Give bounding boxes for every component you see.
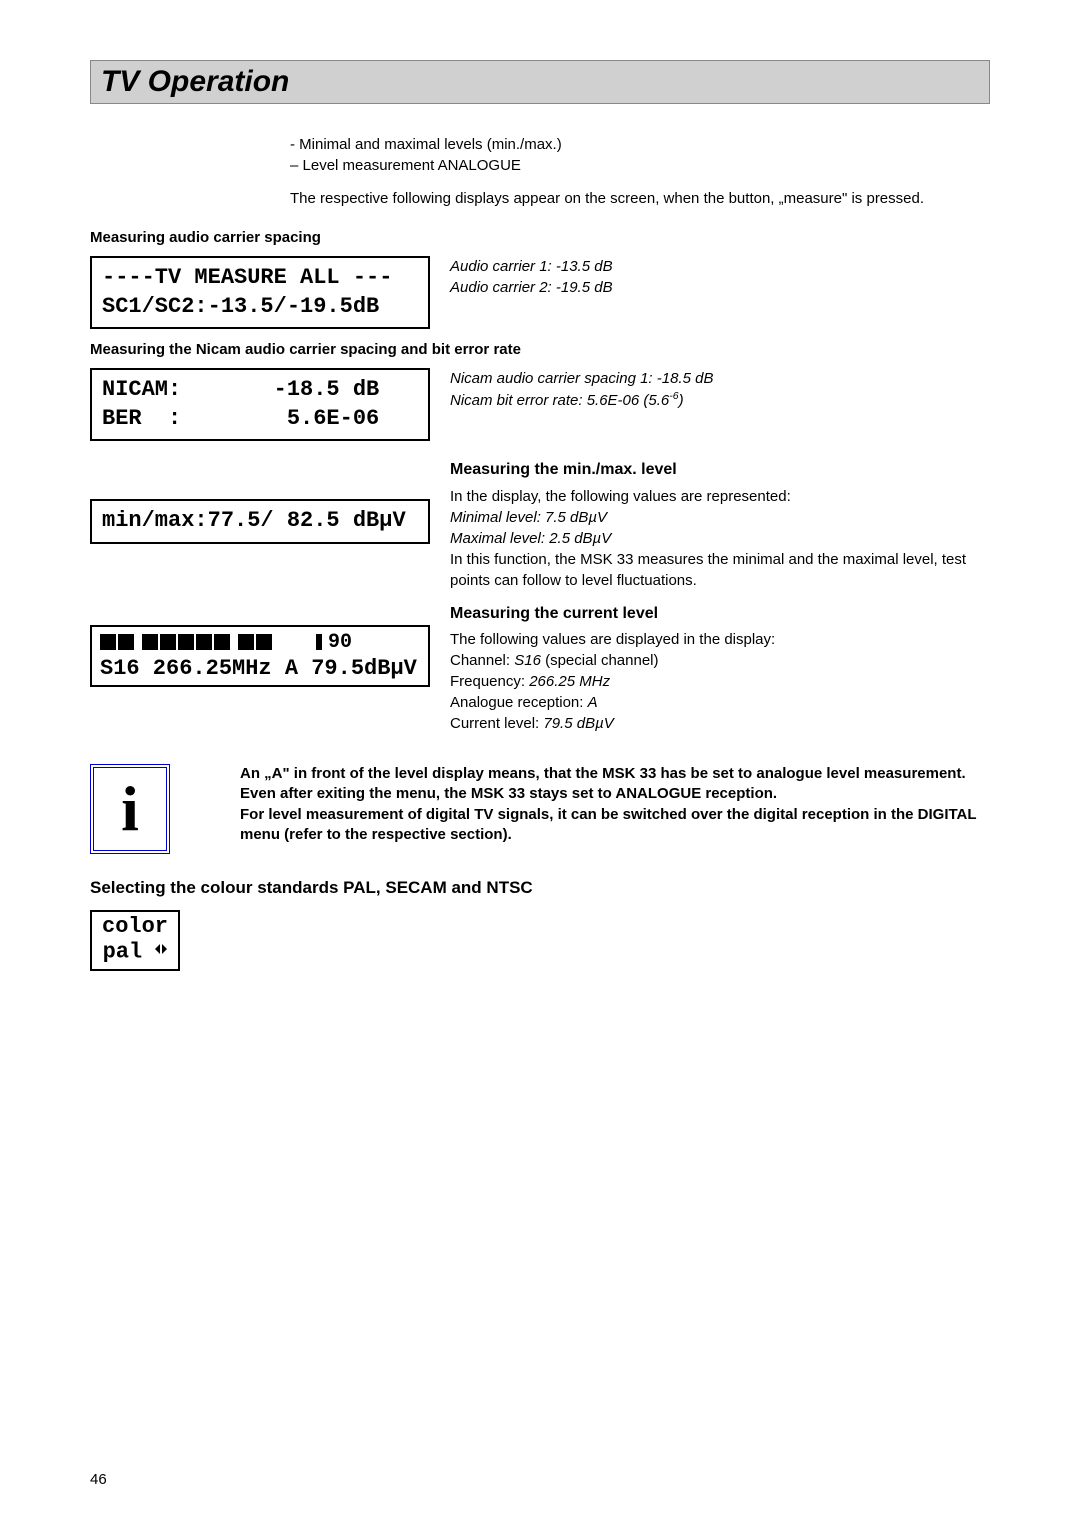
bar-segment	[256, 634, 272, 650]
current-l1b: S16	[514, 652, 541, 669]
minmax-row: min/max:77.5/ 82.5 dBµV Measuring the mi…	[90, 459, 990, 590]
current-row: 90 S16 266.25MHz A 79.5dBµV Measuring th…	[90, 603, 990, 734]
colour-heading: Selecting the colour standards PAL, SECA…	[90, 878, 990, 898]
current-intro: The following values are displayed in th…	[450, 629, 775, 650]
page-number: 46	[90, 1471, 107, 1488]
minmax-min: Minimal level: 7.5 dBµV	[450, 507, 990, 528]
ac-side-line2: Audio carrier 2: -19.5 dB	[450, 277, 613, 298]
minmax-display-line: min/max:77.5/ 82.5 dBµV	[102, 508, 406, 533]
ac-display-line2: SC1/SC2:-13.5/-19.5dB	[102, 294, 379, 319]
bar-segment	[178, 634, 194, 650]
current-l3: Analogue reception: A	[450, 692, 775, 713]
audio-carrier-row: ----TV MEASURE ALL --- SC1/SC2:-13.5/-19…	[90, 256, 990, 329]
current-heading: Measuring the current level	[450, 603, 775, 625]
minmax-max: Maximal level: 2.5 dBµV	[450, 528, 990, 549]
bar-segment	[118, 634, 134, 650]
minmax-desc: In this function, the MSK 33 measures th…	[450, 549, 990, 591]
current-l2a: Frequency:	[450, 673, 529, 690]
colour-line1: color	[102, 914, 168, 939]
minmax-heading: Measuring the min./max. level	[450, 459, 990, 481]
minmax-intro: In the display, the following values are…	[450, 486, 990, 507]
bar-segment	[196, 634, 212, 650]
colour-display: color pal	[90, 910, 180, 971]
current-l1c: (special channel)	[541, 652, 659, 669]
current-l1: Channel: S16 (special channel)	[450, 650, 775, 671]
left-right-arrow-icon	[155, 939, 167, 964]
bar-value-label: 90	[328, 631, 352, 654]
nicam-ber-suffix: )	[679, 392, 684, 409]
bar-partial-segment	[316, 634, 322, 650]
nicam-heading: Measuring the Nicam audio carrier spacin…	[90, 341, 990, 358]
bar-segment	[238, 634, 254, 650]
minmax-side: Measuring the min./max. level In the dis…	[450, 459, 990, 590]
nicam-side-line1: Nicam audio carrier spacing 1: -18.5 dB	[450, 368, 713, 389]
bar-segment	[142, 634, 158, 650]
info-note-row: i An „A" in front of the level display m…	[90, 764, 990, 854]
current-display-line: S16 266.25MHz A 79.5dBµV	[100, 656, 420, 681]
colour-line2-text: pal	[103, 940, 143, 965]
current-l3a: Analogue reception:	[450, 694, 588, 711]
nicam-display: NICAM: -18.5 dB BER : 5.6E-06	[90, 368, 430, 441]
current-l4b: 79.5 dBµV	[543, 715, 613, 732]
nicam-ber-exp: -6	[669, 390, 678, 402]
intro-paragraph: The respective following displays appear…	[290, 188, 990, 209]
nicam-display-line1: NICAM: -18.5 dB	[102, 377, 379, 402]
colour-line2: pal	[102, 939, 168, 965]
current-l1a: Channel:	[450, 652, 514, 669]
current-l2: Frequency: 266.25 MHz	[450, 671, 775, 692]
current-l4a: Current level:	[450, 715, 543, 732]
nicam-row: NICAM: -18.5 dB BER : 5.6E-06 Nicam audi…	[90, 368, 990, 441]
current-l4: Current level: 79.5 dBµV	[450, 713, 775, 734]
intro-line-2: – Level measurement ANALOGUE	[290, 155, 990, 176]
nicam-ber-prefix: Nicam bit error rate: 5.6E-06 (5.6	[450, 392, 669, 409]
current-l2b: 266.25 MHz	[529, 673, 610, 690]
audio-carrier-display: ----TV MEASURE ALL --- SC1/SC2:-13.5/-19…	[90, 256, 430, 329]
bar-segment	[214, 634, 230, 650]
current-side: Measuring the current level The followin…	[450, 603, 775, 734]
minmax-display: min/max:77.5/ 82.5 dBµV	[90, 499, 430, 544]
ac-display-line1: ----TV MEASURE ALL ---	[102, 265, 392, 290]
page-title: TV Operation	[101, 65, 289, 98]
current-l3b: A	[588, 694, 598, 711]
bar-segment	[160, 634, 176, 650]
ac-side-line1: Audio carrier 1: -13.5 dB	[450, 256, 613, 277]
nicam-side-line2: Nicam bit error rate: 5.6E-06 (5.6-6)	[450, 389, 713, 411]
nicam-display-line2: BER : 5.6E-06	[102, 406, 379, 431]
info-icon: i	[90, 764, 170, 854]
bargraph: 90	[100, 631, 420, 654]
header-bar: TV Operation	[90, 60, 990, 104]
audio-carrier-heading: Measuring audio carrier spacing	[90, 229, 990, 246]
bar-segment	[100, 634, 116, 650]
current-display: 90 S16 266.25MHz A 79.5dBµV	[90, 625, 430, 687]
intro-block: - Minimal and maximal levels (min./max.)…	[290, 134, 990, 209]
intro-line-1: - Minimal and maximal levels (min./max.)	[290, 134, 990, 155]
nicam-side: Nicam audio carrier spacing 1: -18.5 dB …	[450, 368, 713, 411]
info-note-text: An „A" in front of the level display mea…	[240, 764, 990, 854]
audio-carrier-side: Audio carrier 1: -13.5 dB Audio carrier …	[450, 256, 613, 298]
